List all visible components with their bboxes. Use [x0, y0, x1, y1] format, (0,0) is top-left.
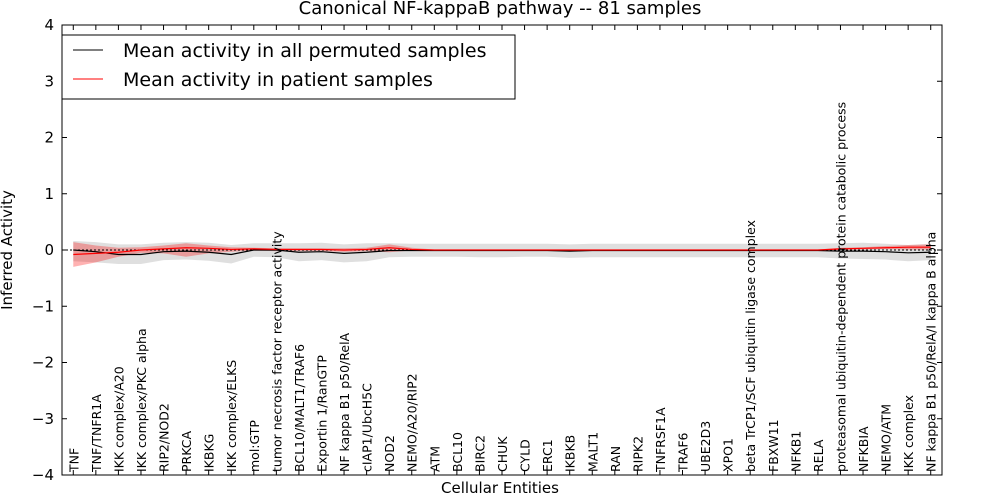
y-tick-label: 1 — [44, 185, 54, 203]
x-tick-label: RIP2/NOD2 — [157, 403, 172, 472]
y-tick-label: −3 — [32, 410, 54, 428]
y-tick-label: −2 — [32, 354, 54, 372]
line-patient — [73, 246, 931, 256]
x-tick-label: NF kappa B1 p50/RelA/I kappa B alpha — [924, 232, 939, 472]
x-tick-label: BCL10/MALT1/TRAF6 — [292, 344, 307, 472]
x-tick-label: Exportin 1/RanGTP — [314, 355, 329, 472]
x-tick-label: NF kappa B1 p50/RelA — [337, 332, 352, 472]
x-tick-label: XPO1 — [721, 438, 736, 472]
x-tick-label: IKK complex/ELKS — [224, 360, 239, 472]
x-axis: TNF TNF/TNFR1A IKK complex/A20 IKK complex/… — [66, 25, 939, 475]
x-tick-label: NOD2 — [382, 435, 397, 472]
x-tick-label: RELA — [811, 439, 826, 472]
x-tick-label: RIPK2 — [630, 436, 645, 472]
x-tick-label: NFKB1 — [788, 431, 803, 472]
x-tick-label: IKK complex/A20 — [111, 366, 126, 472]
x-tick-label: PRKCA — [179, 431, 194, 472]
y-tick-label: 3 — [44, 72, 54, 90]
x-tick-label: RAN — [608, 446, 623, 472]
x-axis-label: Cellular Entities — [441, 479, 559, 497]
confidence-bands — [73, 241, 931, 267]
x-tick-label: tumor necrosis factor receptor activity — [269, 231, 284, 472]
x-tick-label: cIAP1/UbcH5C — [360, 383, 375, 472]
x-tick-label: IKBKG — [202, 434, 217, 472]
y-tick-label: −1 — [32, 297, 54, 315]
x-tick-label: proteasomal ubiquitin-dependent protein … — [833, 102, 848, 472]
x-tick-label: TNFRSF1A — [653, 407, 668, 473]
legend-label-patient: Mean activity in patient samples — [123, 69, 433, 91]
legend: Mean activity in all permuted samples Me… — [61, 34, 516, 100]
band-patient — [73, 242, 931, 267]
x-tick-label: CHUK — [495, 436, 510, 472]
x-tick-label: BCL10 — [450, 432, 465, 472]
x-tick-label: NEMO/ATM — [879, 404, 894, 472]
x-tick-label: FBXW11 — [766, 419, 781, 472]
legend-box — [61, 34, 516, 100]
x-tick-label: MALT1 — [585, 432, 600, 472]
y-tick-label: 2 — [44, 129, 54, 147]
y-tick-label: −4 — [32, 466, 54, 484]
x-tick-label: ERC1 — [540, 439, 555, 472]
x-tick-label: BIRC2 — [472, 435, 487, 472]
y-axis: 4 3 2 1 0 −1 −2 −3 −4 — [32, 16, 942, 484]
x-tick-label: TNF — [66, 448, 81, 473]
y-axis-label: Inferred Activity — [0, 190, 16, 310]
x-tick-label: ATM — [427, 446, 442, 472]
x-tick-label: mol:GTP — [247, 420, 262, 472]
x-tick-label: IKBKB — [563, 435, 578, 472]
x-tick-label: TRAF6 — [676, 432, 691, 473]
x-tick-label: TNF/TNFR1A — [89, 394, 104, 473]
x-tick-label: IKK complex — [901, 395, 916, 472]
x-tick-label: NEMO/A20/RIP2 — [405, 373, 420, 472]
x-tick-label: beta TrCP1/SCF ubiquitin ligase complex — [743, 220, 758, 472]
y-tick-label: 0 — [44, 241, 54, 259]
x-tick-label: NFKBIA — [856, 426, 871, 472]
y-tick-label: 4 — [44, 16, 54, 34]
x-tick-label: CYLD — [518, 439, 533, 472]
legend-label-permuted: Mean activity in all permuted samples — [123, 40, 486, 62]
band-permuted — [73, 241, 931, 265]
series-lines — [73, 246, 931, 256]
x-tick-label: IKK complex/PKC alpha — [134, 328, 149, 472]
x-tick-label: UBE2D3 — [698, 421, 713, 472]
chart-title: Canonical NF-kappaB pathway -- 81 sample… — [299, 0, 702, 19]
